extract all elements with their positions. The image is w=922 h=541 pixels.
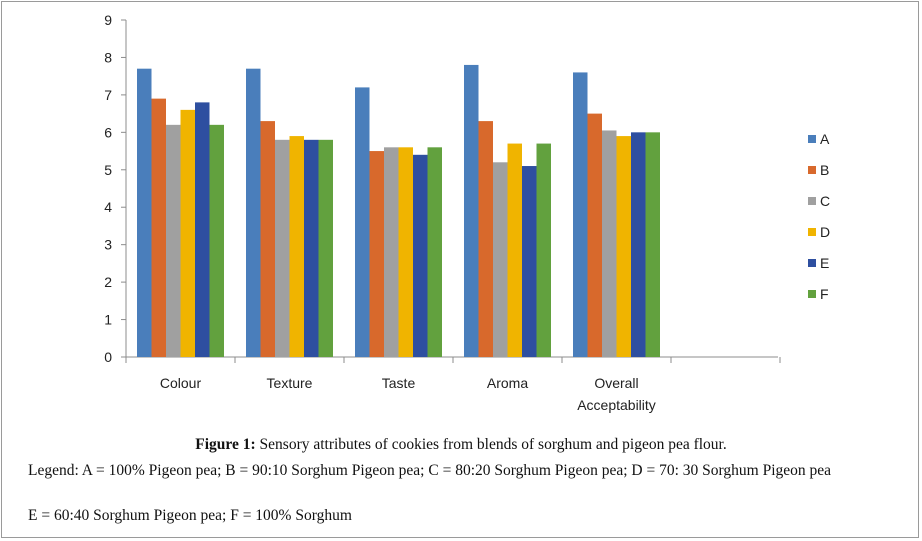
- figure-caption: Figure 1: Sensory attributes of cookies …: [0, 436, 922, 454]
- legend-swatch: [808, 166, 816, 174]
- category-label: Texture: [267, 375, 313, 391]
- y-tick-label: 0: [104, 349, 112, 365]
- bar-b: [369, 151, 384, 357]
- legend-note-line-2: E = 60:40 Sorghum Pigeon pea; F = 100% S…: [28, 507, 352, 524]
- bar-b: [587, 113, 602, 357]
- category-label: Colour: [160, 375, 202, 391]
- bar-e: [304, 139, 319, 357]
- legend-label: C: [820, 193, 830, 209]
- bar-c: [275, 139, 290, 357]
- bar-a: [246, 68, 261, 358]
- bar-c: [384, 147, 399, 357]
- bar-e: [195, 102, 210, 357]
- y-axis: 0 1 2 3 4 5 6 7 8 9: [104, 12, 127, 365]
- bar-b: [478, 121, 493, 357]
- bar-a: [137, 68, 152, 358]
- category-label: Overall Acceptability: [577, 375, 656, 413]
- y-tick-label: 5: [104, 162, 112, 178]
- y-tick-label: 4: [104, 199, 112, 215]
- caption-text: Sensory attributes of cookies from blend…: [255, 436, 727, 453]
- bar-d: [180, 109, 195, 358]
- bar-chart: 0 1 2 3 4 5 6 7 8 9 Colour Texture Taste Aroma Overal…: [104, 12, 830, 413]
- bar-f: [536, 143, 551, 357]
- bar-f: [209, 124, 224, 357]
- category-label-line: Colour: [160, 375, 202, 391]
- bar-e: [522, 166, 537, 357]
- legend-label: B: [820, 162, 829, 178]
- legend-label: D: [820, 224, 830, 240]
- x-axis: Colour Texture Taste Aroma Overall Acceptabil…: [125, 356, 781, 413]
- bar-c: [493, 162, 508, 357]
- bar-c: [602, 130, 617, 357]
- bar-d: [507, 143, 522, 357]
- bar-d: [398, 147, 413, 357]
- y-tick-label: 7: [104, 87, 112, 103]
- category-label: Taste: [382, 375, 416, 391]
- y-tick-label: 1: [104, 312, 112, 328]
- category-label-line: Overall: [594, 375, 638, 391]
- category-label-line: Aroma: [487, 375, 528, 391]
- bar-b: [260, 121, 275, 357]
- legend-label: E: [820, 255, 829, 271]
- bar-e: [631, 132, 646, 357]
- legend-note-line-1: Legend: A = 100% Pigeon pea; B = 90:10 S…: [28, 462, 832, 479]
- legend-swatch: [808, 228, 816, 236]
- y-tick-label: 2: [104, 274, 112, 290]
- bar-a: [464, 64, 479, 358]
- bar-b: [151, 98, 166, 357]
- legend-swatch: [808, 135, 816, 143]
- bar-f: [318, 139, 333, 357]
- bar-f: [645, 132, 660, 357]
- y-tick-label: 6: [104, 124, 112, 140]
- bar-a: [573, 72, 588, 358]
- legend-label: F: [820, 286, 829, 302]
- category-label-line: Acceptability: [577, 397, 656, 413]
- caption-label: Figure 1:: [195, 436, 256, 453]
- bar-c: [166, 124, 181, 357]
- category-label-line: Texture: [267, 375, 313, 391]
- legend-label: A: [820, 131, 830, 147]
- bars: [137, 64, 660, 358]
- y-tick-label: 9: [104, 12, 112, 28]
- y-tick-label: 8: [104, 49, 112, 65]
- bar-f: [427, 147, 442, 357]
- legend-swatch: [808, 197, 816, 205]
- category-label-line: Taste: [382, 375, 416, 391]
- category-label: Aroma: [487, 375, 528, 391]
- legend-swatch: [808, 290, 816, 298]
- legend-swatch: [808, 259, 816, 267]
- bar-d: [289, 136, 304, 357]
- bar-d: [616, 136, 631, 357]
- bar-e: [413, 154, 428, 357]
- bar-a: [355, 87, 370, 358]
- y-tick-label: 3: [104, 237, 112, 253]
